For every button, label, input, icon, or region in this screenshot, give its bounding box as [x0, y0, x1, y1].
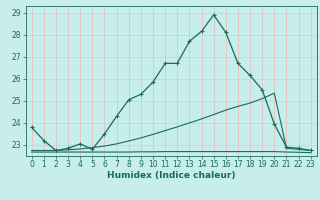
X-axis label: Humidex (Indice chaleur): Humidex (Indice chaleur)	[107, 171, 236, 180]
